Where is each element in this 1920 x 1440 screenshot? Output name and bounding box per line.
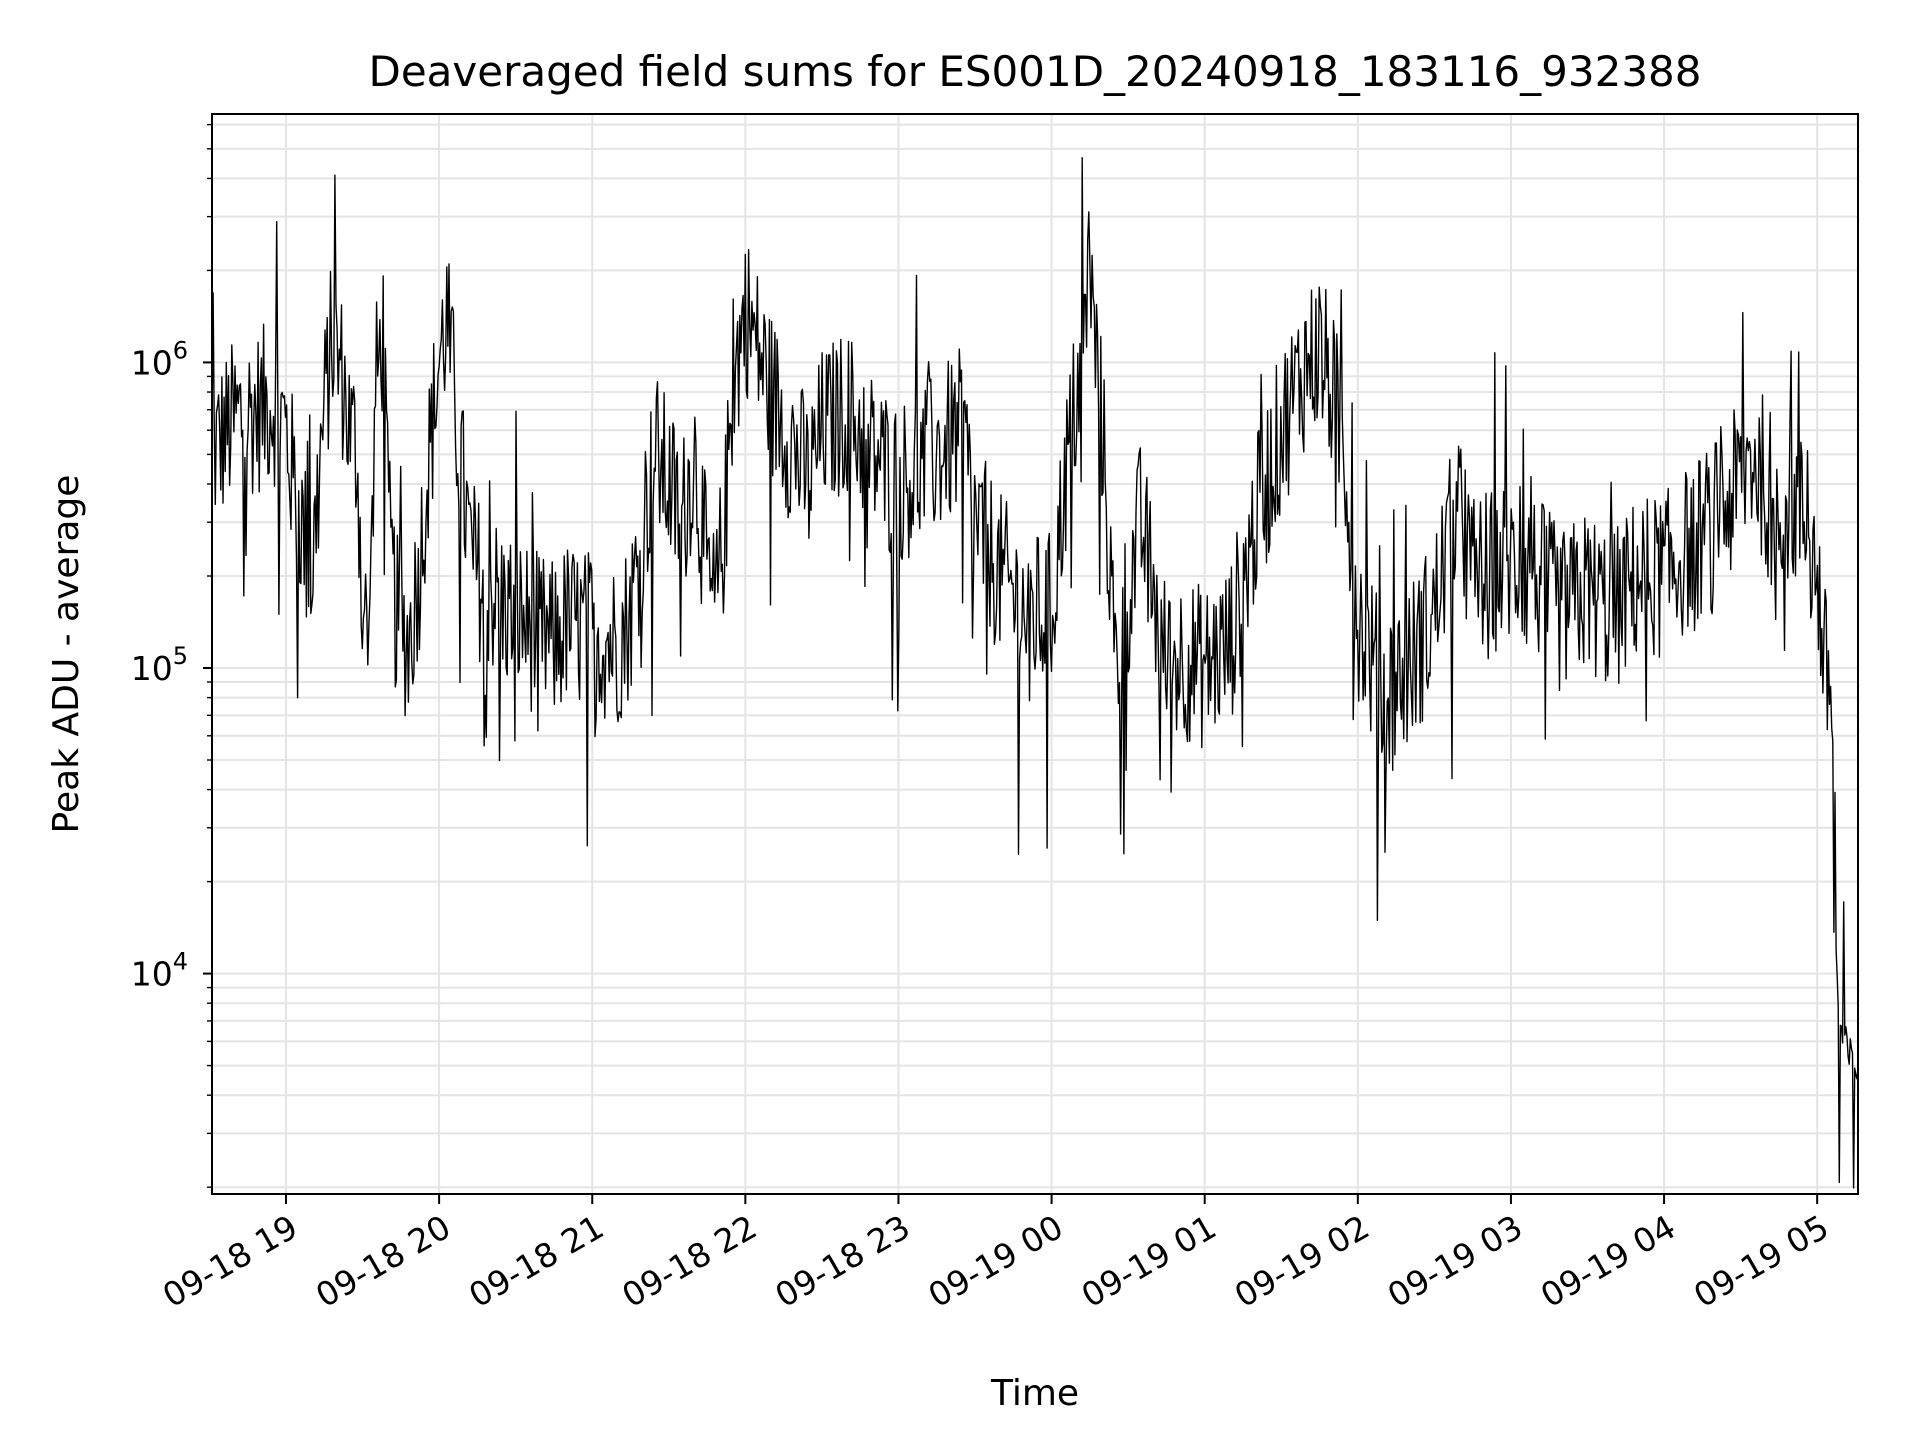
data-line-group [211,157,1859,1189]
data-line [211,157,1859,1189]
y-tick-label: 106 [131,336,188,382]
y-tick-label: 104 [131,948,188,994]
chart-title: Deaveraged field sums for ES001D_2024091… [369,47,1702,96]
plot-frame [211,113,1859,1195]
y-axis-label: Peak ADU - average [46,475,87,834]
x-axis-label: Time [990,1373,1079,1414]
y-tick-label: 105 [131,642,188,688]
grid [212,114,1858,1194]
